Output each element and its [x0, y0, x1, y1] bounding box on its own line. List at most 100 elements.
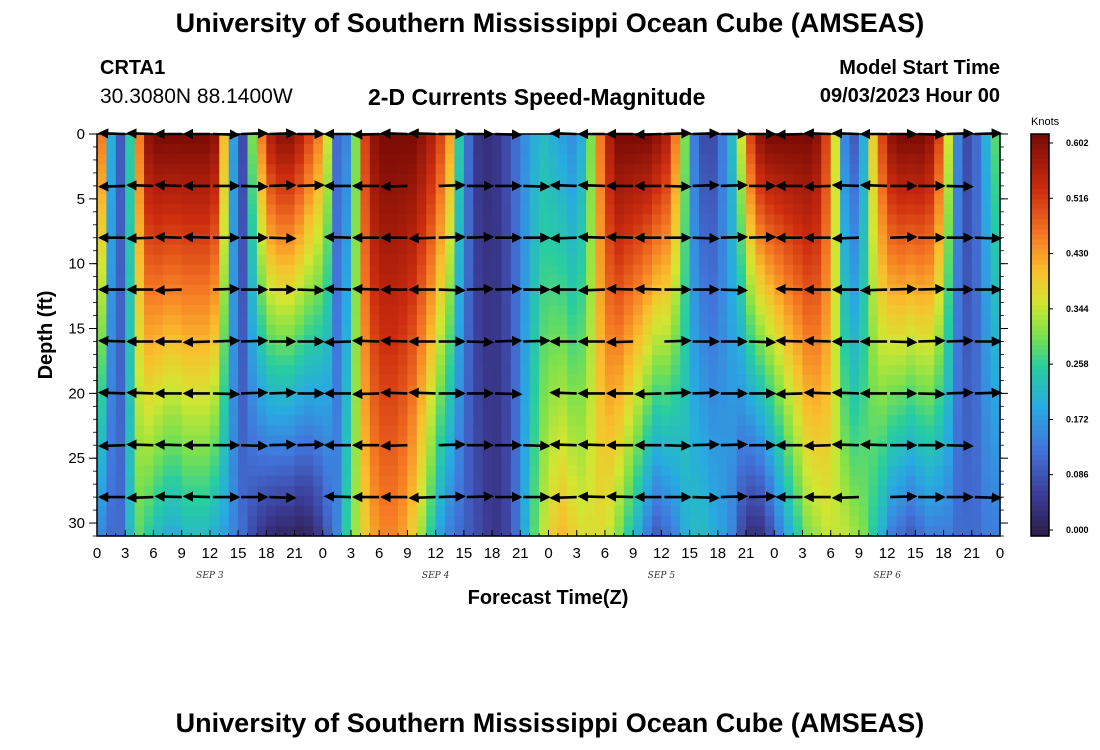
heatmap-cell [275, 365, 286, 376]
heatmap-cell [473, 254, 484, 266]
heatmap-cell [990, 144, 1001, 155]
heatmap-cell [576, 405, 587, 416]
heatmap-cell [783, 194, 794, 205]
heatmap-cell [539, 164, 550, 175]
heatmap-cell [802, 314, 813, 326]
heatmap-cell [915, 455, 926, 467]
heatmap-cell [962, 304, 973, 316]
heatmap-cell [793, 395, 804, 406]
heatmap-cell [877, 204, 888, 215]
heatmap-cell [247, 445, 258, 457]
colorbar-cell [1031, 319, 1049, 326]
heatmap-cell [529, 425, 540, 437]
heatmap-cell [971, 134, 982, 145]
heatmap-cell [322, 345, 333, 356]
heatmap-cell [727, 455, 738, 467]
heatmap-cell [877, 154, 888, 165]
heatmap-cell [520, 234, 531, 246]
heatmap-cell [971, 194, 982, 205]
heatmap-cell [172, 485, 183, 497]
x-tick-label: 3 [347, 545, 355, 562]
current-vector-arrow [692, 233, 720, 244]
heatmap-cell [614, 475, 625, 487]
heatmap-cell [294, 144, 305, 155]
heatmap-cell [595, 465, 606, 477]
heatmap-cell [840, 154, 851, 165]
heatmap-cell [520, 355, 531, 366]
heatmap-cell [755, 314, 766, 326]
heatmap-cell [191, 214, 202, 226]
heatmap-cell [407, 144, 418, 155]
heatmap-cell [887, 244, 898, 256]
heatmap-cell [144, 234, 155, 246]
heatmap-cell [313, 174, 324, 185]
heatmap-cell [717, 274, 728, 286]
heatmap-cell [115, 164, 126, 175]
heatmap-cell [238, 455, 249, 467]
heatmap-cell [369, 164, 380, 175]
heatmap-cell [727, 224, 738, 236]
heatmap-cell [106, 485, 117, 497]
heatmap-cell [717, 475, 728, 487]
heatmap-cell [783, 525, 794, 537]
heatmap-cell [134, 345, 145, 356]
heatmap-cell [764, 284, 775, 296]
heatmap-cell [379, 144, 390, 155]
heatmap-cell [642, 355, 653, 366]
heatmap-cell [294, 515, 305, 527]
heatmap-cell [755, 234, 766, 246]
heatmap-cell [350, 455, 361, 467]
heatmap-cell [595, 445, 606, 457]
heatmap-cell [699, 435, 710, 447]
heatmap-cell [200, 455, 211, 467]
heatmap-cell [209, 525, 220, 537]
heatmap-cell [952, 294, 963, 306]
heatmap-cell [708, 425, 719, 437]
heatmap-cell [332, 455, 343, 467]
heatmap-cell [463, 234, 474, 246]
heatmap-cell [247, 415, 258, 427]
heatmap-cell [576, 455, 587, 467]
heatmap-cell [398, 425, 409, 437]
heatmap-cell [285, 465, 296, 477]
heatmap-cell [586, 224, 597, 236]
heatmap-cell [868, 194, 879, 205]
heatmap-cell [247, 154, 258, 165]
heatmap-cell [727, 194, 738, 205]
heatmap-cell [821, 375, 832, 386]
heatmap-cell [642, 194, 653, 205]
heatmap-cell [219, 224, 230, 236]
heatmap-cell [990, 415, 1001, 427]
heatmap-cell [313, 134, 324, 145]
heatmap-cell [379, 355, 390, 366]
heatmap-cell [971, 244, 982, 256]
heatmap-cell [435, 144, 446, 155]
heatmap-cell [990, 314, 1001, 326]
heatmap-cell [557, 495, 568, 507]
heatmap-cell [614, 184, 625, 195]
heatmap-cell [285, 455, 296, 467]
heatmap-cell [943, 134, 954, 145]
heatmap-cell [539, 254, 550, 266]
heatmap-cell [162, 495, 173, 507]
heatmap-cell [604, 355, 615, 366]
heatmap-cell [717, 395, 728, 406]
heatmap-cell [172, 415, 183, 427]
heatmap-cell [322, 505, 333, 517]
heatmap-cell [614, 455, 625, 467]
heatmap-cell [802, 234, 813, 246]
heatmap-cell [219, 515, 230, 527]
heatmap-cell [219, 314, 230, 326]
current-vector-arrow [182, 231, 210, 243]
heatmap-cell [426, 234, 437, 246]
heatmap-cell [943, 224, 954, 236]
heatmap-cell [783, 214, 794, 226]
heatmap-cell [915, 365, 926, 376]
heatmap-cell [228, 465, 239, 477]
heatmap-cell [473, 425, 484, 437]
heatmap-cell [510, 475, 521, 487]
heatmap-cell [313, 375, 324, 386]
x-tick-label: 9 [855, 545, 863, 562]
heatmap-cell [125, 214, 136, 226]
heatmap-cell [746, 365, 757, 376]
